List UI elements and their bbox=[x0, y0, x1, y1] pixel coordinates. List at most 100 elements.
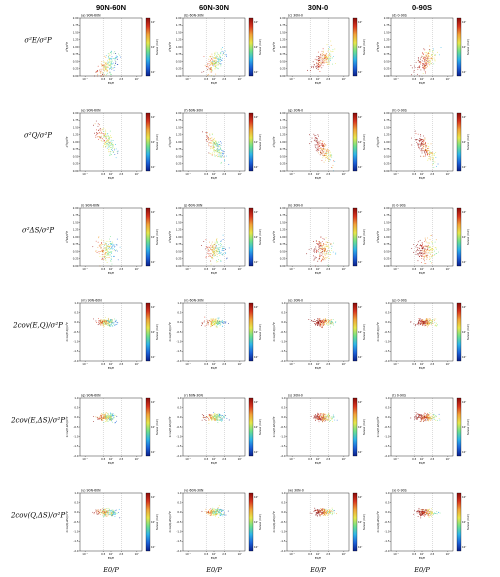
data-point bbox=[425, 146, 427, 148]
data-point bbox=[106, 243, 108, 245]
data-point bbox=[107, 245, 109, 247]
data-point bbox=[207, 250, 209, 252]
data-point bbox=[219, 242, 221, 244]
data-point bbox=[320, 513, 322, 515]
data-point bbox=[422, 53, 424, 55]
x-tick-label: 2.5 bbox=[119, 457, 123, 461]
data-point bbox=[425, 142, 427, 144]
y-tick-label: 0.0 bbox=[74, 320, 78, 324]
x-tick-label: 10⁻¹ bbox=[82, 77, 88, 81]
data-point bbox=[211, 140, 213, 141]
row-label: σ²E/σ²P bbox=[24, 36, 52, 44]
data-point bbox=[425, 152, 427, 154]
y-tick-label: 0.00 bbox=[280, 169, 286, 173]
y-tick-label: 0.50 bbox=[280, 59, 286, 63]
data-point bbox=[320, 320, 322, 322]
data-point bbox=[319, 515, 321, 517]
data-point bbox=[100, 320, 102, 322]
data-point bbox=[109, 253, 111, 255]
scatter-panel: (n) 60N-30N-2.0-1.5-1.0-0.50.00.51.02cov… bbox=[168, 299, 262, 371]
data-point bbox=[212, 144, 214, 146]
colorbar-tick-label: 10² bbox=[358, 210, 362, 214]
data-point bbox=[421, 152, 423, 154]
data-point bbox=[424, 67, 426, 69]
data-point bbox=[105, 141, 107, 143]
data-point bbox=[424, 241, 426, 243]
data-point bbox=[419, 421, 421, 422]
colorbar-tick-label: 10¹ bbox=[151, 45, 155, 49]
data-point bbox=[319, 248, 321, 250]
data-point bbox=[422, 55, 424, 57]
data-point bbox=[334, 510, 335, 512]
data-point bbox=[118, 512, 119, 514]
data-point bbox=[114, 51, 116, 53]
data-point bbox=[217, 416, 219, 418]
column-title: 30N-0 bbox=[308, 3, 328, 12]
data-point bbox=[319, 243, 321, 245]
data-point bbox=[420, 135, 422, 137]
data-point bbox=[107, 53, 109, 55]
data-point bbox=[426, 152, 428, 154]
data-point bbox=[218, 155, 220, 157]
data-point bbox=[436, 325, 438, 327]
data-point bbox=[319, 154, 321, 156]
data-point bbox=[105, 66, 107, 68]
data-point bbox=[105, 418, 106, 420]
data-point bbox=[119, 246, 121, 248]
y-tick-label: -1.5 bbox=[280, 349, 285, 353]
data-point bbox=[206, 324, 208, 326]
data-point bbox=[323, 324, 324, 326]
data-point bbox=[112, 515, 114, 517]
data-point bbox=[317, 243, 319, 245]
data-point bbox=[112, 145, 114, 147]
data-point bbox=[223, 514, 225, 515]
data-point bbox=[219, 251, 220, 253]
data-point bbox=[203, 416, 205, 418]
x-tick-label: 10¹ bbox=[342, 457, 346, 461]
data-point bbox=[115, 53, 117, 54]
data-point bbox=[103, 61, 105, 63]
data-point bbox=[111, 150, 113, 152]
data-point bbox=[329, 417, 331, 419]
data-point bbox=[328, 47, 330, 49]
data-point bbox=[315, 149, 317, 151]
data-point bbox=[426, 320, 428, 322]
data-point bbox=[419, 148, 421, 150]
data-point bbox=[329, 509, 331, 511]
data-point bbox=[317, 152, 319, 154]
data-point bbox=[212, 147, 214, 148]
data-point bbox=[211, 253, 213, 255]
data-point bbox=[217, 63, 219, 65]
data-point bbox=[320, 261, 322, 263]
data-point bbox=[110, 62, 112, 63]
data-point bbox=[325, 149, 327, 151]
data-point bbox=[211, 256, 213, 258]
data-point bbox=[111, 144, 113, 146]
data-point bbox=[110, 144, 111, 146]
y-tick-label: 0.00 bbox=[176, 264, 182, 268]
x-tick-label: 10⁻¹ bbox=[185, 77, 191, 81]
data-point bbox=[327, 149, 329, 151]
data-point bbox=[216, 253, 218, 255]
data-point bbox=[112, 321, 114, 323]
data-point bbox=[422, 143, 424, 145]
data-point bbox=[220, 321, 222, 322]
data-point bbox=[216, 513, 218, 515]
y-tick-label: -1.0 bbox=[384, 435, 389, 439]
data-point bbox=[217, 54, 219, 56]
data-point bbox=[316, 257, 317, 259]
y-tick-label: -1.0 bbox=[280, 435, 285, 439]
colorbar bbox=[248, 207, 254, 267]
y-tick-label: -2.0 bbox=[73, 454, 78, 458]
y-tick-label: 0.5 bbox=[281, 501, 285, 505]
data-point bbox=[206, 136, 208, 138]
data-point bbox=[429, 61, 431, 63]
data-point bbox=[209, 59, 211, 61]
axes-frame bbox=[79, 17, 143, 77]
data-point bbox=[208, 145, 210, 147]
data-point bbox=[212, 325, 214, 326]
colorbar-tick-label: 10² bbox=[462, 20, 466, 24]
data-point bbox=[207, 69, 208, 71]
data-point bbox=[425, 61, 427, 63]
data-point bbox=[108, 418, 110, 420]
